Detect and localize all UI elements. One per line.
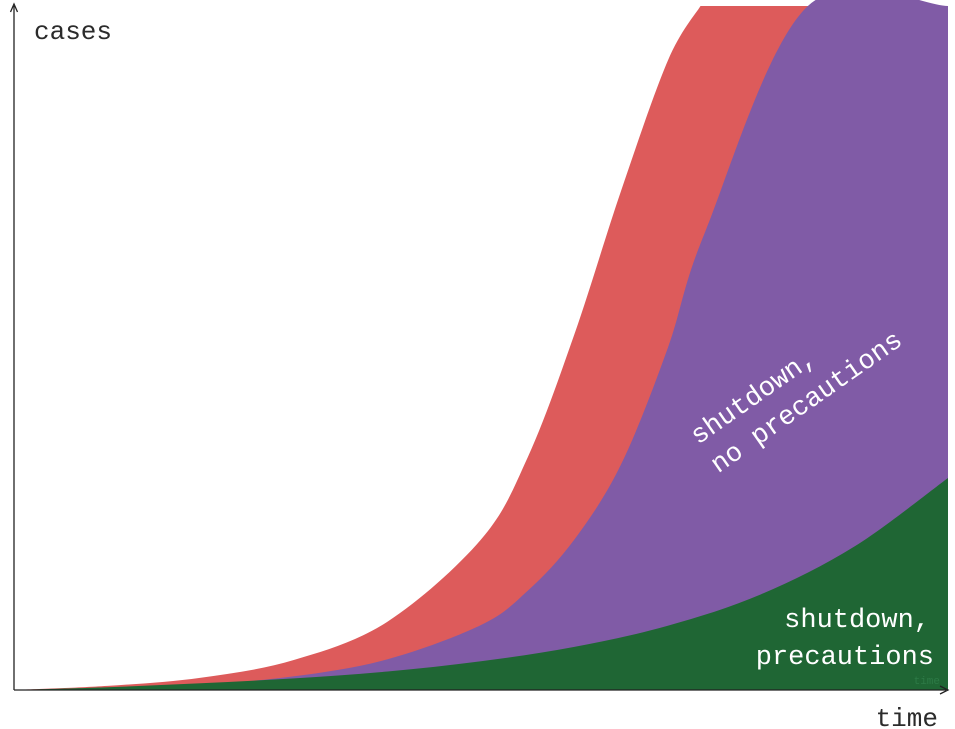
watermark-text: time xyxy=(914,676,940,688)
y-axis-title: cases xyxy=(34,17,112,47)
label-shutdown-precautions-line2: precautions xyxy=(756,643,934,673)
x-axis-arrow-icon xyxy=(939,685,950,695)
x-axis-title: time xyxy=(876,704,938,729)
area-shutdown-no-precautions xyxy=(14,0,948,690)
label-shutdown-precautions-line1: shutdown, xyxy=(784,606,930,636)
label-shutdown-precautions: shutdown, precautions xyxy=(756,606,934,673)
y-axis-arrow-icon xyxy=(9,2,19,13)
chart-areas xyxy=(14,0,948,690)
area-shutdown-precautions xyxy=(14,478,948,690)
